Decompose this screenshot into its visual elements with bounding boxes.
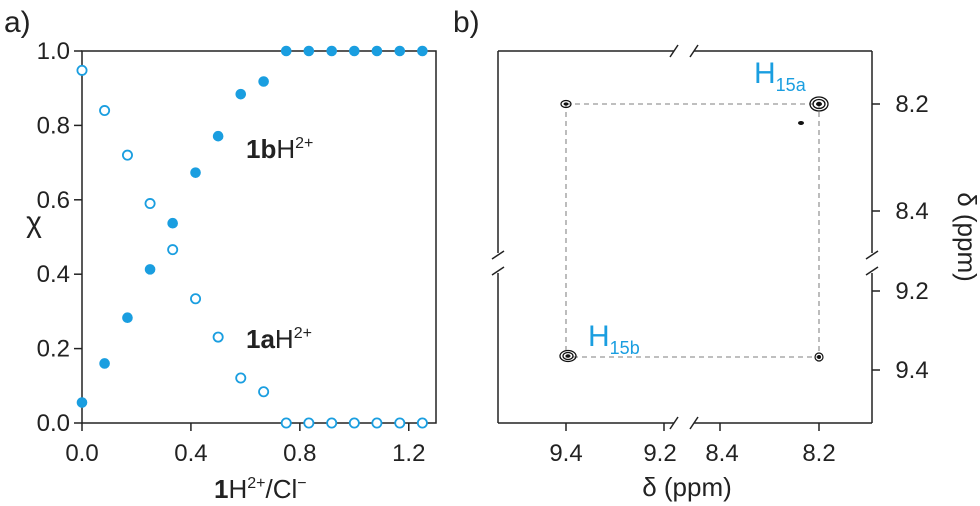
y-tick-label: 0.4 bbox=[37, 261, 70, 288]
x-tick-label: 8.4 bbox=[705, 440, 738, 467]
panel-b-frame bbox=[497, 50, 873, 424]
peak-label-h15b: H15b bbox=[588, 320, 640, 358]
y-tick-label: 9.2 bbox=[895, 278, 928, 305]
y-tick-label: 0.6 bbox=[37, 187, 70, 214]
point-1a bbox=[303, 417, 315, 429]
point-1a bbox=[190, 293, 202, 305]
point-1b bbox=[394, 45, 406, 57]
point-1b bbox=[371, 45, 383, 57]
point-1b bbox=[349, 45, 360, 57]
point-1b bbox=[280, 45, 292, 57]
y-tick-label: 0.0 bbox=[37, 410, 70, 437]
point-1b bbox=[99, 358, 110, 369]
point-1b bbox=[167, 217, 178, 229]
point-1b bbox=[235, 88, 247, 100]
peak-label-h15a: H15a bbox=[754, 57, 807, 95]
point-1a bbox=[121, 149, 133, 161]
point-1a bbox=[212, 331, 224, 343]
peak-diagonal-h15a bbox=[798, 96, 829, 125]
point-1b bbox=[303, 45, 315, 57]
point-1a bbox=[394, 417, 406, 429]
y-axis-label: χ bbox=[26, 206, 42, 239]
point-1a bbox=[235, 372, 247, 384]
point-1b bbox=[258, 76, 269, 87]
x-tick-label: 9.4 bbox=[549, 440, 582, 467]
y-tick-label: 0.8 bbox=[37, 112, 70, 139]
point-1a bbox=[416, 417, 428, 429]
point-1a bbox=[371, 417, 383, 429]
point-1a bbox=[167, 244, 179, 256]
x-tick-label: 9.2 bbox=[643, 440, 676, 467]
point-1a bbox=[280, 417, 292, 429]
series-label-1b: 1bH2+ bbox=[246, 134, 313, 164]
x-tick-label: 1.2 bbox=[392, 440, 425, 467]
point-1a bbox=[99, 105, 111, 117]
point-1a bbox=[76, 64, 88, 76]
point-1b bbox=[417, 45, 428, 57]
y-tick-label: 1.0 bbox=[37, 38, 70, 65]
axis-break-marks bbox=[491, 44, 879, 430]
x-axis-label: 1H2+/Cl− bbox=[214, 474, 307, 504]
y-tick-label: 9.4 bbox=[895, 357, 928, 384]
point-1b bbox=[122, 312, 133, 324]
panel-b-y-axis-label: δ (ppm) bbox=[952, 192, 980, 282]
point-1b bbox=[76, 397, 88, 408]
point-1a bbox=[144, 198, 156, 210]
panel-a-frame bbox=[81, 50, 437, 424]
point-1a bbox=[326, 417, 338, 429]
point-1b bbox=[212, 130, 224, 142]
panel-b-label: b) bbox=[453, 6, 480, 39]
point-1a bbox=[348, 417, 360, 429]
peak-cross-upper-left bbox=[560, 99, 572, 109]
x-tick-label: 0.4 bbox=[174, 440, 207, 467]
y-tick-label: 8.4 bbox=[895, 198, 928, 225]
peak-cross-lower-right bbox=[814, 352, 824, 362]
point-1b bbox=[190, 167, 201, 178]
panel-b-x-axis-label: δ (ppm) bbox=[642, 472, 732, 502]
point-1b bbox=[144, 264, 156, 275]
y-tick-label: 8.2 bbox=[895, 91, 928, 118]
point-1b bbox=[326, 45, 338, 57]
series-label-1a: 1aH2+ bbox=[246, 324, 312, 354]
y-tick-label: 0.2 bbox=[37, 336, 70, 363]
x-tick-label: 0.8 bbox=[283, 440, 316, 467]
point-1a bbox=[258, 386, 270, 398]
peak-diagonal-h15b bbox=[559, 349, 577, 363]
x-tick-label: 8.2 bbox=[802, 440, 835, 467]
panel-a-label: a) bbox=[4, 6, 31, 39]
x-tick-label: 0.0 bbox=[65, 440, 98, 467]
correlation-square bbox=[565, 103, 820, 358]
